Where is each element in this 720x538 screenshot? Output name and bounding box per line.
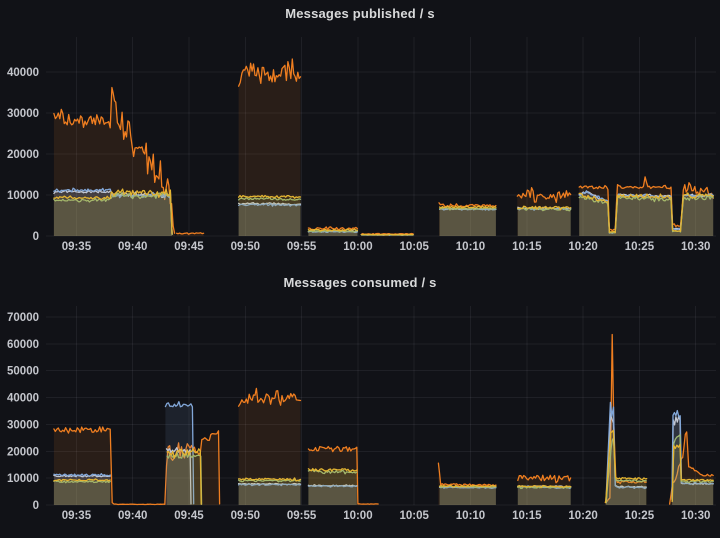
svg-text:09:55: 09:55 [287,510,317,522]
panel-title-published[interactable]: Messages published / s [285,6,435,21]
svg-text:10000: 10000 [7,190,39,202]
svg-text:30000: 30000 [7,419,39,431]
svg-text:40000: 40000 [7,67,39,79]
panel-messages-consumed: Messages consumed / s 0 10000 20000 30000 40… [0,269,720,538]
svg-text:09:55: 09:55 [287,241,317,253]
svg-text:10:30: 10:30 [681,510,710,522]
svg-text:30000: 30000 [7,108,39,120]
svg-text:0: 0 [33,500,39,512]
svg-text:10:15: 10:15 [512,241,542,253]
consumed-time-series-chart[interactable]: 0 10000 20000 30000 40000 50000 60000 70000 09:3… [0,269,720,538]
svg-text:10:10: 10:10 [456,241,485,253]
svg-text:70000: 70000 [7,312,39,324]
svg-text:09:50: 09:50 [231,510,260,522]
published-time-series-chart[interactable]: 0 10000 20000 30000 40000 09:35 09:40 09:45 09:5… [0,0,720,269]
svg-text:09:35: 09:35 [62,241,92,253]
panel-messages-published: Messages published / s 0 10000 20000 30000 4… [0,0,720,269]
svg-text:50000: 50000 [7,366,39,378]
svg-text:10:30: 10:30 [681,241,710,253]
svg-text:10:15: 10:15 [512,510,542,522]
svg-text:20000: 20000 [7,149,39,161]
svg-text:09:40: 09:40 [118,510,147,522]
svg-text:0: 0 [33,231,39,243]
svg-text:20000: 20000 [7,446,39,458]
svg-text:40000: 40000 [7,393,39,405]
svg-text:10:05: 10:05 [399,241,429,253]
svg-text:60000: 60000 [7,339,39,351]
svg-text:09:40: 09:40 [118,241,147,253]
svg-text:10:20: 10:20 [568,510,597,522]
svg-text:10:20: 10:20 [568,241,597,253]
svg-text:10:00: 10:00 [343,241,372,253]
svg-text:09:50: 09:50 [231,241,260,253]
panel-title-consumed[interactable]: Messages consumed / s [283,275,437,290]
svg-text:10:25: 10:25 [625,510,655,522]
svg-text:10:00: 10:00 [343,510,372,522]
svg-text:10:10: 10:10 [456,510,485,522]
svg-text:10:05: 10:05 [399,510,429,522]
svg-text:09:45: 09:45 [174,241,204,253]
svg-text:10000: 10000 [7,473,39,485]
svg-text:09:35: 09:35 [62,510,92,522]
svg-text:10:25: 10:25 [625,241,655,253]
svg-text:09:45: 09:45 [174,510,204,522]
